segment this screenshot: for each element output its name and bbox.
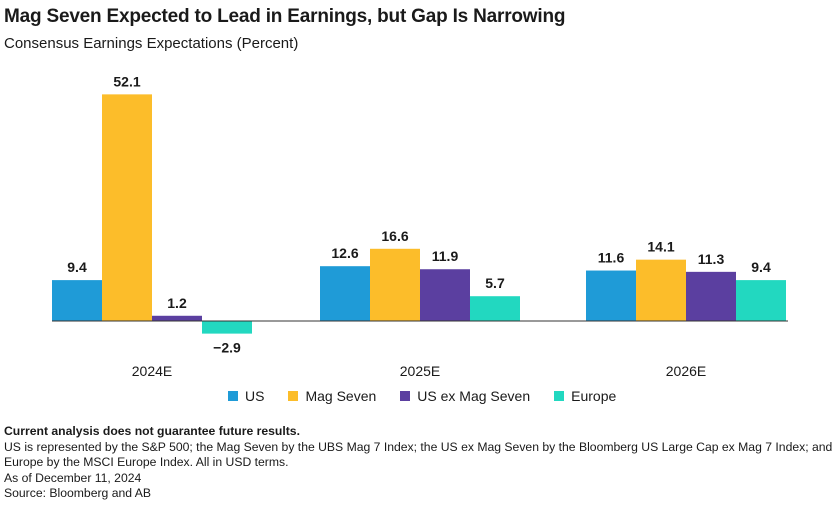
legend-swatch-europe — [554, 391, 565, 401]
bar-europe-2024e — [202, 321, 252, 334]
data-label-us-ex-mag-seven-2024e: 1.2 — [167, 295, 187, 311]
legend-item-mag-seven: Mag Seven — [288, 388, 376, 404]
bar-mag-seven-2025e — [370, 248, 420, 321]
data-label-mag-seven-2025e: 16.6 — [381, 228, 408, 244]
legend-item-us-ex-mag-seven: US ex Mag Seven — [400, 388, 530, 404]
bar-us-ex-mag-seven-2024e — [152, 315, 202, 321]
data-label-mag-seven-2026e: 14.1 — [647, 239, 674, 255]
legend-label-us-ex-mag-seven: US ex Mag Seven — [417, 388, 531, 404]
data-label-europe-2025e: 5.7 — [485, 275, 505, 291]
legend-swatch-us — [228, 391, 238, 401]
data-label-us-ex-mag-seven-2025e: 11.9 — [432, 248, 459, 264]
data-label-us-2026e: 11.6 — [598, 250, 625, 266]
legend-item-europe: Europe — [554, 388, 616, 404]
bar-chart: 9.4 12.6 11.6 52.1 16.6 14.1 1.2 11.9 11.3 −2.9 5.… — [52, 73, 788, 379]
chart-subtitle: Consensus Earnings Expectations (Percent… — [4, 35, 299, 52]
legend-swatch-mag-seven — [288, 391, 299, 401]
footer-notes: Current analysis does not guarantee futu… — [4, 424, 834, 502]
x-tick-label-2025e: 2025E — [400, 363, 440, 379]
x-tick-label-2024e: 2024E — [132, 363, 172, 379]
data-label-us-ex-mag-seven-2026e: 11.3 — [698, 251, 725, 267]
as-of-date: As of December 11, 2024 — [4, 470, 142, 485]
index-description: US is represented by the S&P 500; the Ma… — [4, 439, 833, 470]
bar-mag-seven-2026e — [636, 259, 686, 321]
legend-swatch-us-ex-mag-seven — [400, 391, 411, 401]
bar-europe-2025e — [470, 296, 520, 321]
data-label-us-2024e: 9.4 — [67, 259, 87, 275]
bar-us-2025e — [320, 266, 370, 321]
bar-us-ex-mag-seven-2026e — [686, 271, 736, 321]
bar-us-ex-mag-seven-2025e — [420, 269, 470, 321]
legend-label-us: US — [245, 388, 265, 404]
bar-mag-seven-2024e — [102, 94, 152, 322]
data-label-europe-2024e: −2.9 — [213, 340, 241, 356]
data-label-mag-seven-2024e: 52.1 — [113, 73, 140, 89]
data-label-us-2025e: 12.6 — [331, 245, 358, 261]
chart-legend: US Mag Seven US ex Mag Seven Europe — [228, 388, 640, 404]
disclaimer-note: Current analysis does not guarantee futu… — [4, 424, 300, 438]
source-note: Source: Bloomberg and AB — [4, 486, 152, 500]
bar-us-2026e — [586, 270, 636, 321]
legend-label-europe: Europe — [571, 388, 617, 404]
legend-label-mag-seven: Mag Seven — [305, 388, 377, 404]
chart-title: Mag Seven Expected to Lead in Earnings, … — [4, 6, 566, 27]
bar-us-2024e — [52, 280, 102, 321]
data-label-europe-2026e: 9.4 — [751, 259, 771, 275]
x-tick-label-2026e: 2026E — [666, 363, 706, 379]
legend-item-us: US — [228, 388, 264, 404]
bar-europe-2026e — [736, 280, 786, 321]
